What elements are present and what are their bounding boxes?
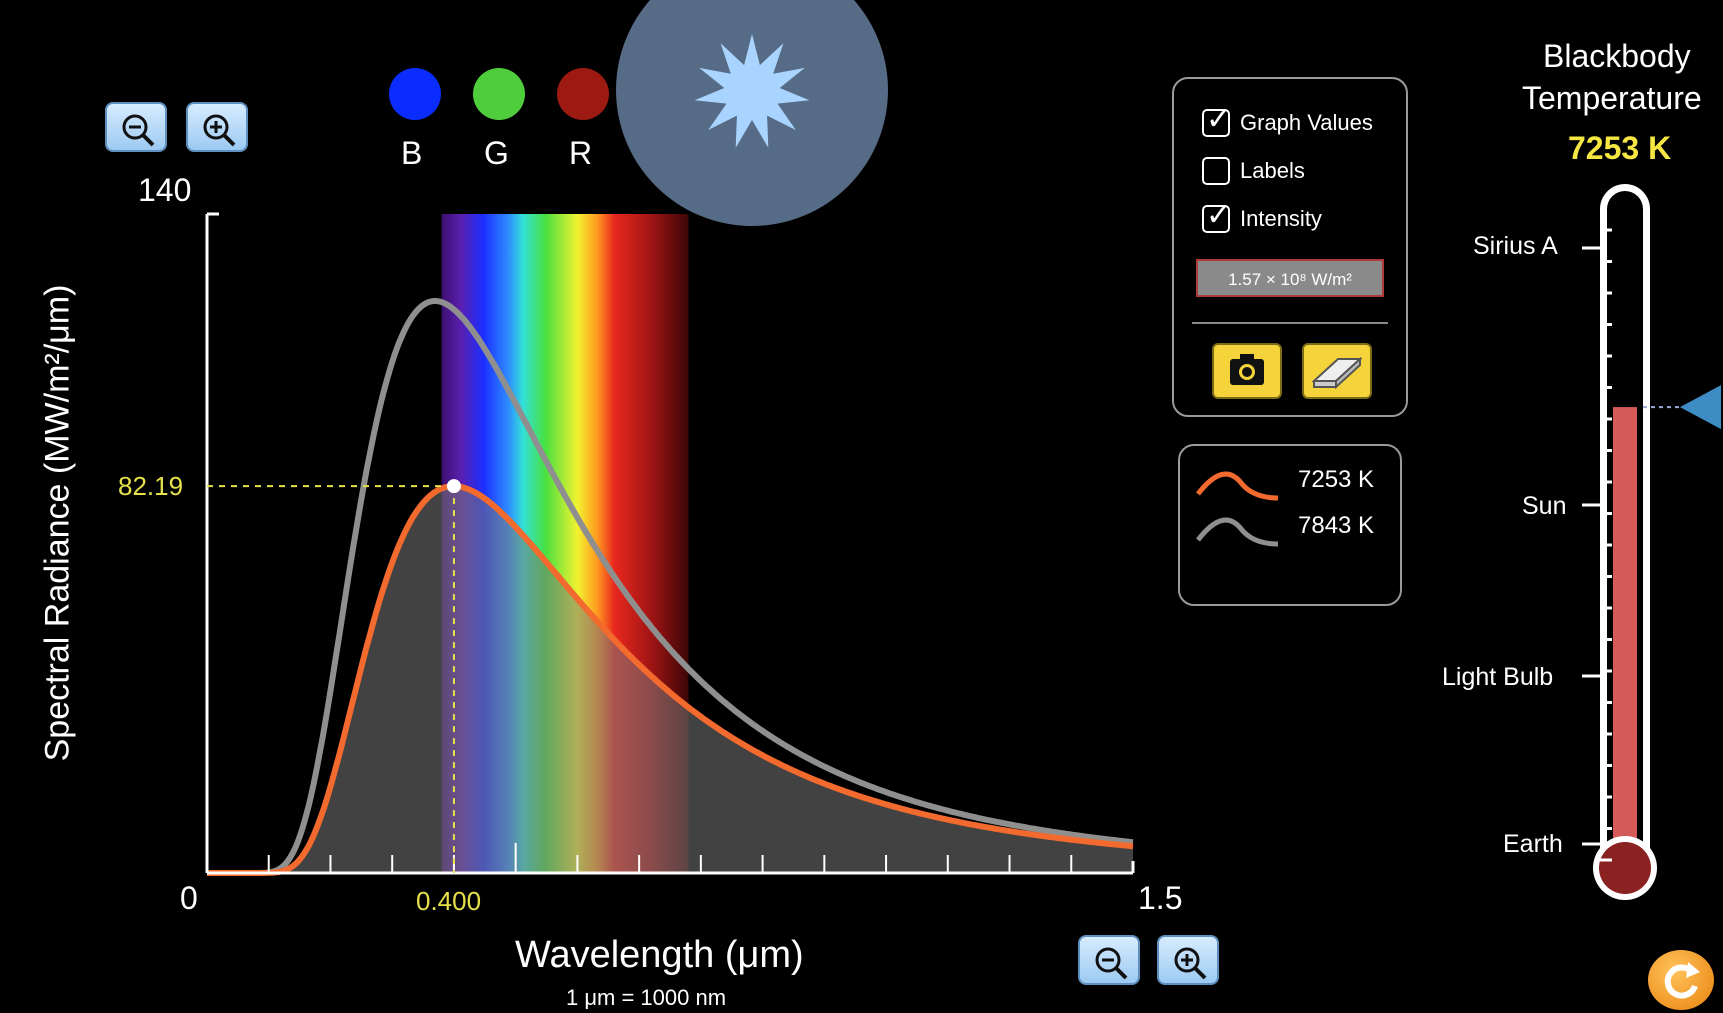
readout-y-value: 82.19 — [118, 471, 184, 501]
options-panel: ✓ Graph Values Labels ✓ Intensity 1.57 ×… — [1172, 77, 1408, 417]
zoom-in-horizontal-button[interactable] — [1157, 935, 1219, 985]
labels-checkbox[interactable] — [1202, 157, 1230, 185]
color-dot-b — [389, 68, 441, 120]
y-axis-title: Spectral Radiance (MW/m²/μm) — [38, 284, 77, 762]
x-unit-note: 1 μm = 1000 nm — [566, 985, 727, 1010]
readout-x-value: 0.400 — [416, 886, 482, 916]
marker-earth: Earth — [1503, 830, 1563, 858]
zoom-out-icon — [1095, 947, 1128, 980]
legend-label-7843k: 7843 K — [1298, 512, 1375, 539]
graph-values-checkbox[interactable]: ✓ — [1202, 105, 1231, 137]
thermometer-title-line1: Blackbody — [1543, 38, 1691, 74]
check-icon: ✓ — [1206, 199, 1232, 232]
color-label-r: R — [569, 135, 593, 171]
snapshot-button[interactable] — [1212, 343, 1282, 399]
intensity-readout: 1.57 × 10⁸ W/m² — [1196, 259, 1384, 297]
curve-7843k — [207, 298, 1134, 876]
camera-icon — [1230, 354, 1264, 385]
intensity-label: Intensity — [1240, 206, 1322, 231]
eraser-icon — [1311, 356, 1363, 390]
panel-divider — [1192, 322, 1388, 324]
graph-values-label: Graph Values — [1240, 110, 1373, 135]
thermometer-title-line2: Temperature — [1522, 80, 1702, 116]
curve-7253k[interactable] — [207, 483, 1134, 876]
y-max-label: 140 — [138, 172, 192, 208]
legend-panel: 7253 K 7843 K — [1178, 444, 1402, 606]
x-axis-ticks — [267, 843, 1073, 873]
graph-values-option[interactable]: ✓ Graph Values — [1202, 105, 1373, 139]
x-axis-title: Wavelength (μm) — [515, 934, 804, 976]
labels-option[interactable]: Labels — [1202, 155, 1305, 187]
zoom-in-icon — [203, 114, 236, 147]
legend-swatch-7253k — [1196, 471, 1279, 501]
erase-button[interactable] — [1302, 343, 1372, 399]
zoom-in-icon — [1174, 947, 1207, 980]
labels-label: Labels — [1240, 158, 1305, 183]
color-dot-r — [557, 68, 609, 120]
color-label-g: G — [484, 135, 509, 171]
legend-label-7253k: 7253 K — [1298, 466, 1375, 493]
zoom-out-icon — [122, 114, 155, 147]
color-dot-g — [473, 68, 525, 120]
temperature-value: 7253 K — [1568, 130, 1672, 166]
marker-sun: Sun — [1522, 492, 1567, 520]
intensity-checkbox[interactable]: ✓ — [1202, 201, 1231, 233]
zoom-in-vertical-button[interactable] — [186, 102, 248, 152]
readout-marker[interactable] — [446, 479, 461, 494]
marker-light-bulb: Light Bulb — [1442, 663, 1554, 691]
intensity-option[interactable]: ✓ Intensity — [1202, 201, 1322, 235]
y-min-label: 0 — [180, 880, 198, 916]
zoom-out-horizontal-button[interactable] — [1078, 935, 1140, 985]
radiance-fill-area — [207, 486, 1133, 873]
marker-sirius-a: Sirius A — [1473, 232, 1558, 260]
check-icon: ✓ — [1206, 103, 1232, 136]
legend-swatch-7843k — [1196, 517, 1279, 547]
reset-button[interactable] — [1648, 950, 1714, 1010]
x-max-label: 1.5 — [1138, 880, 1183, 916]
zoom-out-vertical-button[interactable] — [105, 102, 167, 152]
reset-icon — [1664, 962, 1700, 999]
color-label-b: B — [401, 135, 423, 171]
